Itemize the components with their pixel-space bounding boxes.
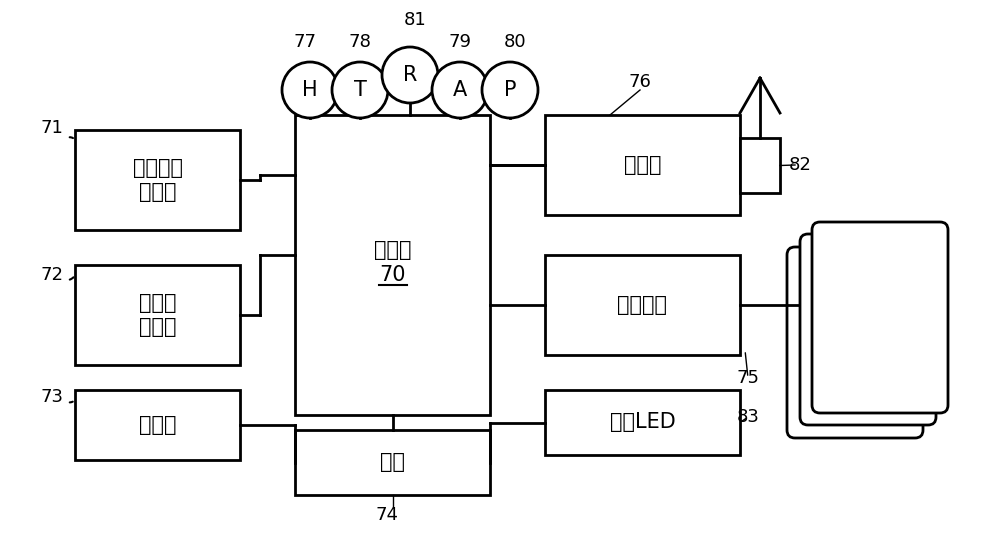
Text: 76: 76 bbox=[629, 73, 651, 91]
Text: 72: 72 bbox=[40, 266, 64, 284]
Text: 80: 80 bbox=[504, 33, 526, 51]
Bar bbox=[75, 265, 240, 365]
Circle shape bbox=[382, 47, 438, 103]
Text: A: A bbox=[453, 80, 467, 100]
Circle shape bbox=[482, 62, 538, 118]
FancyBboxPatch shape bbox=[787, 247, 923, 438]
Text: 73: 73 bbox=[40, 388, 64, 406]
FancyBboxPatch shape bbox=[812, 222, 948, 413]
Bar bbox=[75, 390, 240, 460]
Text: R: R bbox=[403, 65, 417, 85]
Text: 红外LED: 红外LED bbox=[610, 412, 675, 432]
Text: T: T bbox=[354, 80, 366, 100]
Text: P: P bbox=[504, 80, 516, 100]
Text: 电池: 电池 bbox=[380, 453, 405, 472]
Text: 84: 84 bbox=[919, 221, 941, 239]
Text: 电动机: 电动机 bbox=[139, 415, 176, 435]
Text: H: H bbox=[302, 80, 318, 100]
Text: 非易失性
存储器: 非易失性 存储器 bbox=[132, 158, 182, 202]
Text: 感应电路: 感应电路 bbox=[618, 295, 668, 315]
Text: 77: 77 bbox=[294, 33, 316, 51]
Bar bbox=[545, 255, 740, 355]
Text: 75: 75 bbox=[736, 369, 760, 387]
Text: 74: 74 bbox=[376, 506, 398, 524]
Text: 处理器: 处理器 bbox=[374, 240, 411, 260]
Text: 78: 78 bbox=[349, 33, 371, 51]
Bar bbox=[545, 115, 740, 215]
Bar bbox=[295, 115, 490, 415]
Bar bbox=[740, 138, 780, 193]
Bar bbox=[295, 430, 490, 495]
Circle shape bbox=[332, 62, 388, 118]
Text: 83: 83 bbox=[737, 408, 759, 426]
Text: 70: 70 bbox=[379, 265, 406, 285]
Circle shape bbox=[432, 62, 488, 118]
Text: 79: 79 bbox=[448, 33, 472, 51]
Bar bbox=[545, 390, 740, 455]
Bar bbox=[75, 130, 240, 230]
Text: 81: 81 bbox=[404, 11, 426, 29]
Text: 71: 71 bbox=[41, 119, 63, 137]
FancyBboxPatch shape bbox=[800, 234, 936, 425]
Circle shape bbox=[282, 62, 338, 118]
Text: 收发器: 收发器 bbox=[624, 155, 661, 175]
Text: 易失性
存储器: 易失性 存储器 bbox=[139, 293, 176, 337]
Text: 82: 82 bbox=[789, 156, 811, 174]
